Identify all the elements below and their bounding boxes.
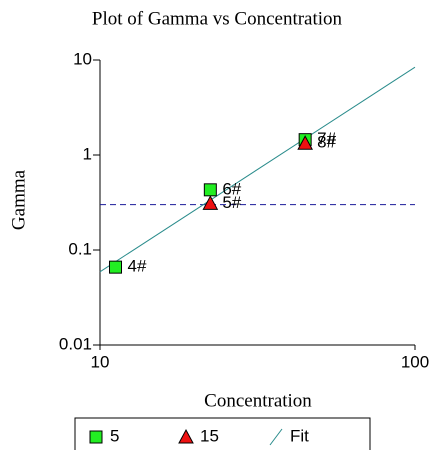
point (178, 428, 194, 444)
point-label: 4# (128, 257, 147, 276)
legend-fit-swatch (269, 428, 283, 446)
point (109, 260, 123, 274)
chart-title: Plot of Gamma vs Concentration (92, 8, 343, 29)
legend-label: 5 (110, 426, 119, 445)
y-tick-label: 1 (83, 144, 92, 163)
y-tick-label: 0.01 (59, 334, 92, 353)
x-axis-label: Concentration (204, 390, 312, 411)
fit-line (99, 66, 416, 273)
point (202, 195, 219, 210)
legend-label: 15 (200, 426, 219, 445)
x-tick-label: 10 (91, 352, 110, 371)
point (297, 135, 313, 150)
point (89, 430, 103, 444)
point-label: 6# (222, 179, 241, 198)
legend-label: Fit (290, 426, 309, 445)
point-label: 8# (317, 133, 336, 152)
y-tick-label: 10 (73, 49, 92, 68)
y-tick-label: 0.1 (68, 239, 92, 258)
point-label: 5# (222, 193, 241, 212)
point-label: 7# (317, 129, 336, 148)
y-axis-label: Gamma (8, 169, 29, 230)
point (203, 183, 217, 197)
legend (74, 417, 371, 450)
x-tick-label: 100 (401, 352, 429, 371)
